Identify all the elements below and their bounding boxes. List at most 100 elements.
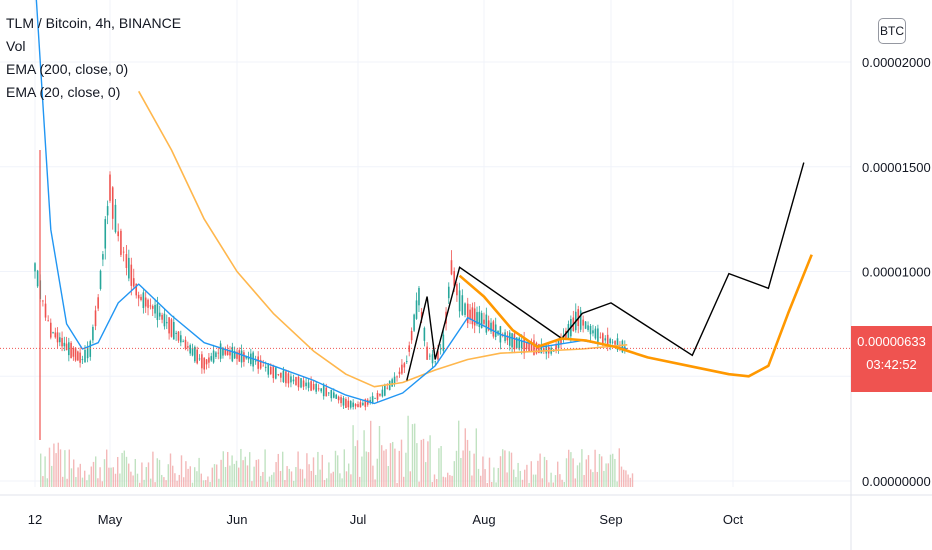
candle-body (177, 331, 180, 341)
candle-body (530, 343, 533, 352)
candle-body (196, 349, 199, 364)
volume-bar (79, 463, 81, 487)
volume-bar (530, 461, 532, 487)
volume-bar (508, 451, 510, 487)
volume-bar (616, 481, 618, 487)
legend-ema200[interactable]: EMA (200, close, 0) (6, 61, 129, 77)
candle-body (434, 361, 437, 363)
volume-bar (95, 456, 97, 487)
volume-bar (411, 424, 414, 487)
volume-bar (570, 452, 572, 487)
candle-body (525, 342, 528, 350)
volume-bar (385, 449, 387, 487)
volume-bar (178, 474, 180, 487)
candle-body (384, 385, 386, 396)
volume-bar (185, 461, 187, 487)
candle-body (469, 309, 471, 320)
candle-body (77, 351, 79, 361)
candle-body (403, 363, 406, 368)
candle-body (285, 371, 287, 384)
candle-body (254, 360, 257, 362)
candle-body (238, 350, 241, 362)
volume-bar (62, 476, 64, 487)
x-tick-label: May (98, 512, 123, 527)
candle-body (272, 366, 275, 379)
candle-body (312, 383, 315, 390)
symbol-title[interactable]: TLM / Bitcoin, 4h, BINANCE (6, 15, 182, 31)
volume-bar (557, 461, 559, 487)
last-price-value: 0.00000633 (857, 334, 926, 349)
volume-bar (345, 471, 348, 487)
volume-bar (425, 462, 427, 487)
volume-bar (561, 479, 563, 487)
volume-bar (451, 475, 453, 487)
candle-body (439, 348, 442, 350)
candle-body (418, 287, 420, 306)
volume-bar (209, 481, 211, 487)
candle-body (49, 322, 52, 338)
candle-body (458, 290, 461, 312)
candle-body (122, 251, 125, 253)
candle-body (219, 343, 222, 359)
candle-body (292, 379, 295, 382)
volume-bar (295, 467, 297, 487)
volume-bar (244, 456, 246, 487)
volume-bar (469, 450, 471, 487)
candle-body (154, 304, 156, 314)
legend-ema20[interactable]: EMA (20, close, 0) (6, 84, 121, 100)
candle-body (609, 338, 611, 344)
candle-body (333, 392, 335, 398)
volume-bar (493, 467, 495, 487)
volume-bar (409, 471, 411, 487)
volume-bar (246, 465, 249, 487)
candle-body (117, 231, 119, 237)
volume-bar (444, 477, 447, 487)
candle-body (305, 382, 307, 387)
volume-bar (625, 470, 627, 487)
volume-bar (436, 479, 438, 487)
volume-bar (363, 430, 365, 487)
volume-bar (154, 482, 156, 487)
volume-bar (431, 482, 433, 487)
candle-body (74, 347, 77, 361)
x-tick-label: 12 (28, 512, 42, 527)
candle-body (471, 307, 474, 325)
volume-bar (53, 443, 55, 487)
candle-body (144, 297, 147, 307)
candle-body (401, 364, 403, 374)
volume-bar (227, 451, 229, 487)
volume-bar (326, 478, 328, 487)
candle-body (81, 359, 84, 360)
candle-body (275, 367, 277, 379)
candle-body (161, 314, 163, 320)
volume-bar (513, 469, 515, 487)
currency-badge[interactable]: BTC (878, 18, 906, 44)
candle-body (168, 317, 170, 334)
volume-bar (539, 453, 541, 487)
candle-body (315, 383, 317, 392)
volume-bar (121, 452, 123, 487)
volume-bar (429, 435, 431, 487)
volume-bar (242, 460, 244, 487)
volume-bar (136, 473, 139, 487)
candle-body (97, 297, 99, 309)
candle-body (560, 337, 562, 345)
volume-bar (75, 477, 77, 487)
volume-bar (510, 452, 513, 487)
volume-bar (471, 475, 473, 487)
candle-body (203, 357, 206, 370)
candle-body (130, 264, 133, 286)
volume-bar (330, 473, 332, 487)
legend-vol[interactable]: Vol (6, 38, 26, 54)
candle-body (59, 337, 61, 343)
volume-bar (334, 450, 337, 487)
candle-body (540, 344, 543, 354)
orange-curve-projection (458, 254, 813, 378)
volume-bar (55, 453, 57, 487)
volume-bar (572, 458, 574, 487)
candle-body (201, 354, 203, 369)
candle-body (528, 341, 530, 353)
candle-body (535, 342, 538, 354)
candle-body (520, 340, 523, 349)
